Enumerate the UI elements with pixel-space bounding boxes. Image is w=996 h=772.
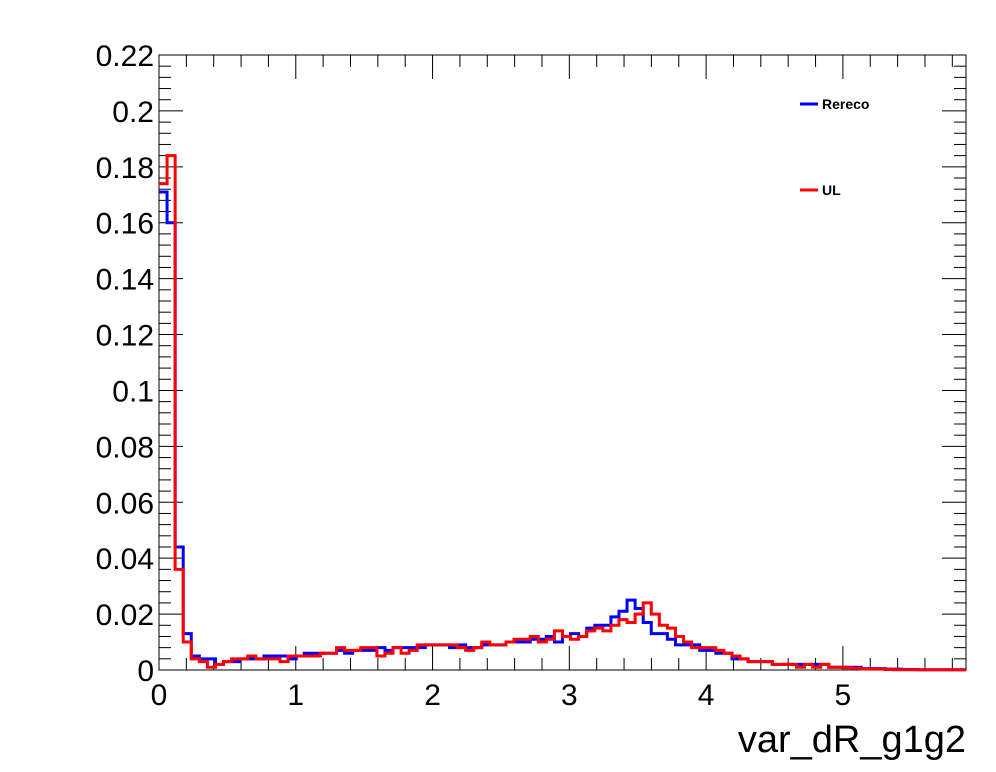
y-tick-label: 0.18 <box>96 152 154 185</box>
axis-ticks <box>158 54 966 671</box>
x-tick-label: 0 <box>151 679 168 712</box>
tick-labels: 0 1 2 3 4 5 0 0.02 0.04 0.06 0.08 0.1 0.12 0.14 0.16 0.… <box>96 40 852 712</box>
x-tick-label: 4 <box>698 679 715 712</box>
series-line-ul <box>159 154 966 672</box>
x-tick-label: 2 <box>424 679 441 712</box>
plot-frame <box>158 54 967 671</box>
legend: Rereco UL <box>800 96 869 198</box>
x-axis-title: var_dR_g1g2 <box>738 719 966 761</box>
series-line-rereco <box>159 190 966 672</box>
series-layer <box>159 154 966 672</box>
x-tick-label: 3 <box>561 679 578 712</box>
x-tick-label: 1 <box>287 679 304 712</box>
y-tick-label: 0.08 <box>96 431 154 464</box>
y-tick-label: 0.2 <box>112 96 154 129</box>
y-tick-label: 0 <box>137 655 154 688</box>
legend-label-rereco: Rereco <box>822 96 869 112</box>
x-tick-label: 5 <box>835 679 852 712</box>
y-tick-label: 0.12 <box>96 320 154 353</box>
legend-label-ul: UL <box>822 182 841 198</box>
y-tick-label: 0.22 <box>96 40 154 73</box>
y-tick-label: 0.06 <box>96 487 154 520</box>
y-tick-label: 0.16 <box>96 208 154 241</box>
y-tick-label: 0.14 <box>96 264 154 297</box>
y-tick-label: 0.1 <box>112 375 154 408</box>
y-tick-label: 0.02 <box>96 599 154 632</box>
y-tick-label: 0.04 <box>96 543 154 576</box>
